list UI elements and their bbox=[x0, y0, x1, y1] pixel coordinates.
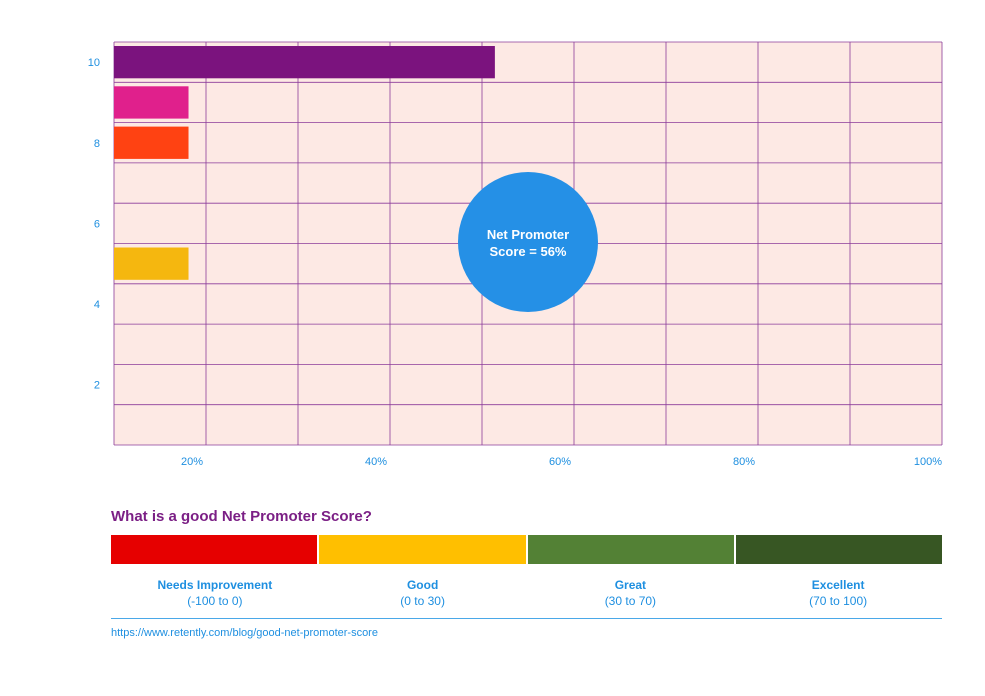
y-tick-label: 6 bbox=[94, 218, 100, 230]
scale-segment-excellent bbox=[735, 535, 942, 564]
scale-label-range: (70 to 100) bbox=[809, 594, 868, 608]
x-tick-label: 20% bbox=[181, 456, 203, 468]
scale-segment-needs-improvement bbox=[111, 535, 318, 564]
bar-score-8 bbox=[114, 126, 189, 159]
scale-label-range: (0 to 30) bbox=[400, 594, 445, 608]
y-tick-label: 2 bbox=[94, 380, 100, 392]
nps-score-label: Score = 56% bbox=[490, 244, 567, 259]
scale-labels: Needs Improvement (-100 to 0) Good (0 to… bbox=[111, 577, 942, 609]
scale-label-range: (30 to 70) bbox=[604, 594, 657, 608]
nps-score-label: Net Promoter bbox=[487, 227, 569, 242]
scale-label-great: Great (30 to 70) bbox=[527, 577, 735, 609]
scale-label-range: (-100 to 0) bbox=[187, 594, 243, 608]
nps-scale-bar bbox=[111, 535, 942, 564]
scale-label-name: Good bbox=[406, 578, 439, 592]
y-tick-label: 10 bbox=[88, 57, 100, 69]
x-tick-label: 100% bbox=[914, 456, 942, 468]
scale-title: What is a good Net Promoter Score? bbox=[111, 508, 372, 525]
x-tick-label: 80% bbox=[733, 456, 755, 468]
x-tick-label: 40% bbox=[365, 456, 387, 468]
scale-label-name: Great bbox=[614, 578, 647, 592]
scale-segment-great bbox=[527, 535, 734, 564]
bar-score-9 bbox=[114, 86, 189, 119]
scale-label-good: Good (0 to 30) bbox=[319, 577, 527, 609]
y-tick-label: 8 bbox=[94, 138, 100, 150]
nps-score-bubble bbox=[458, 172, 598, 312]
source-link[interactable]: https://www.retently.com/blog/good-net-p… bbox=[111, 627, 378, 639]
scale-segment-good bbox=[319, 535, 526, 564]
bar-score-5 bbox=[114, 247, 189, 280]
y-tick-label: 4 bbox=[94, 299, 100, 311]
scale-label-name: Excellent bbox=[811, 578, 865, 592]
nps-chart: 2 4 6 8 10 20% 40% 60% 80% 100% Net Promoter Score … bbox=[88, 41, 943, 468]
bar-score-10 bbox=[114, 46, 495, 79]
x-tick-label: 60% bbox=[549, 456, 571, 468]
scale-label-needs-improvement: Needs Improvement (-100 to 0) bbox=[111, 577, 319, 609]
divider-line bbox=[111, 618, 942, 619]
scale-label-excellent: Excellent (70 to 100) bbox=[734, 577, 942, 609]
scale-label-name: Needs Improvement bbox=[157, 578, 273, 592]
